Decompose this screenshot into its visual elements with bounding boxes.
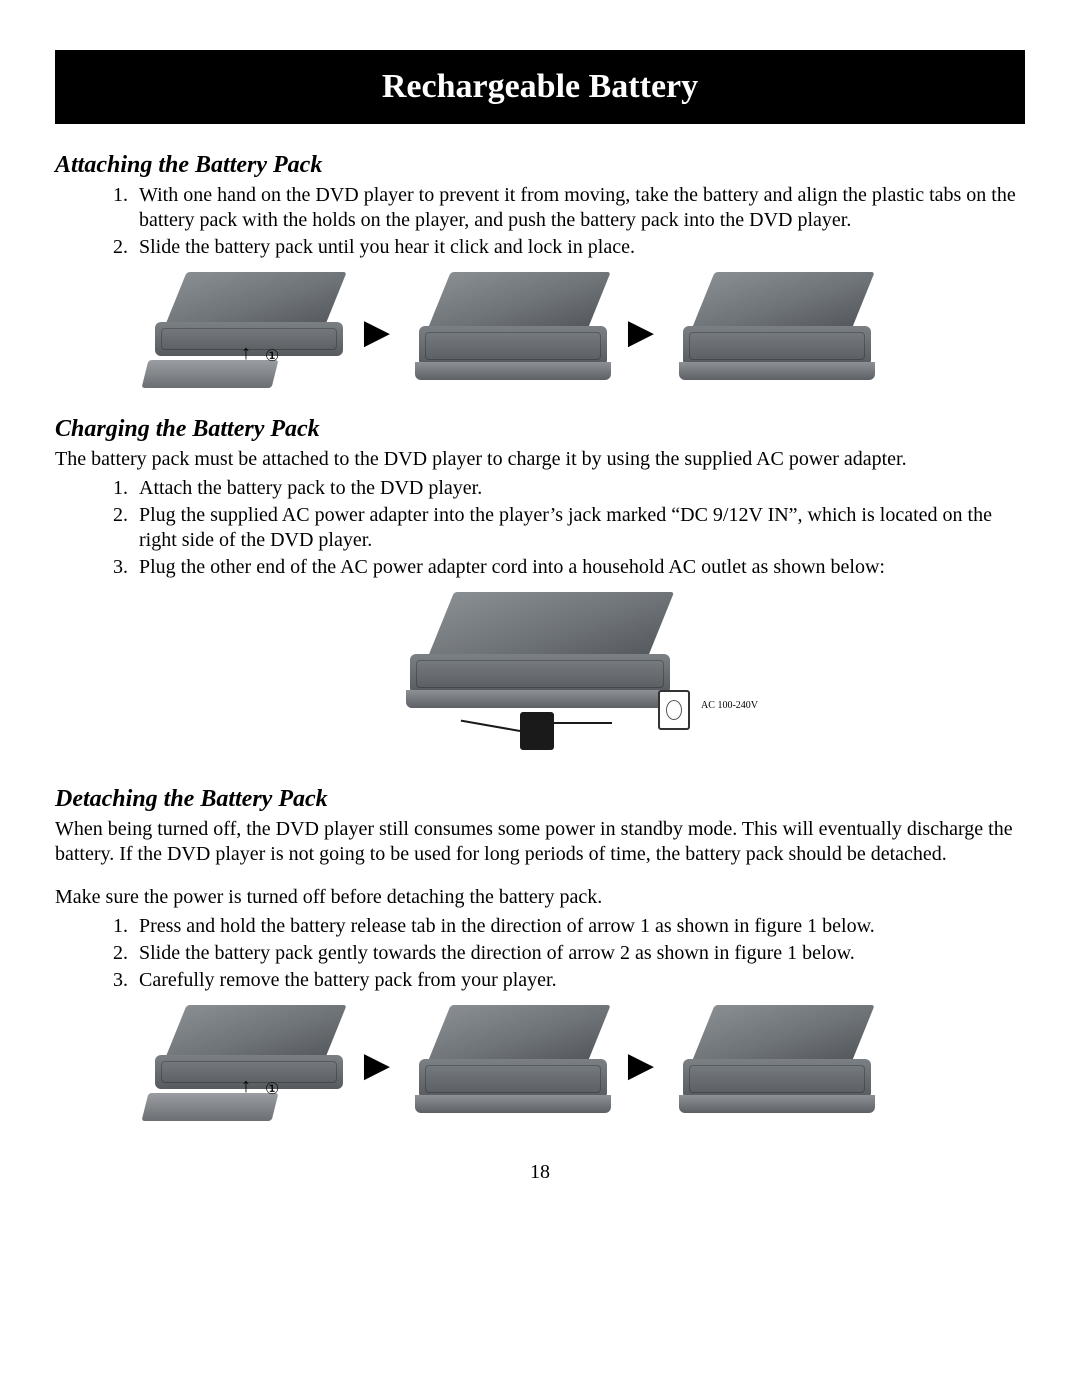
page-title-bar: Rechargeable Battery (55, 50, 1025, 124)
dvd-lid-icon (691, 1005, 874, 1063)
detach-panel-1: ↑ ① (145, 1005, 345, 1125)
up-arrow-icon: ↑ (241, 1075, 251, 1098)
manual-page: Rechargeable Battery Attaching the Batte… (0, 0, 1080, 1214)
charge-steps-list: Attach the battery pack to the DVD playe… (55, 476, 1025, 580)
detach-panel-2 (409, 1005, 609, 1125)
sequence-arrow-icon: ▶ (627, 1045, 655, 1085)
sequence-arrow-icon: ▶ (627, 312, 655, 352)
section-heading-charge: Charging the Battery Pack (55, 416, 1025, 443)
battery-attached-icon (406, 690, 674, 708)
detach-step-2: Slide the battery pack gently towards th… (133, 941, 1025, 966)
ac-adapter-icon (520, 712, 554, 750)
charge-step-1: Attach the battery pack to the DVD playe… (133, 476, 1025, 501)
detach-para-2: Make sure the power is turned off before… (55, 885, 1025, 910)
dvd-lid-icon (691, 272, 874, 330)
dvd-base-icon (410, 654, 670, 694)
attach-figure-row: ↑ ① ▶ ▶ (145, 272, 1025, 392)
dvd-base-icon (419, 326, 607, 366)
detach-figure-row: ↑ ① ▶ ▶ (145, 1005, 1025, 1125)
detach-step-3: Carefully remove the battery pack from y… (133, 968, 1025, 993)
detach-step-1: Press and hold the battery release tab i… (133, 914, 1025, 939)
section-heading-attach: Attaching the Battery Pack (55, 152, 1025, 179)
attach-panel-1: ↑ ① (145, 272, 345, 392)
page-title: Rechargeable Battery (382, 68, 698, 105)
battery-pack-icon (142, 360, 279, 388)
battery-attached-icon (679, 362, 875, 380)
battery-attached-icon (679, 1095, 875, 1113)
detach-para-1: When being turned off, the DVD player st… (55, 817, 1025, 867)
detach-steps-list: Press and hold the battery release tab i… (55, 914, 1025, 993)
attach-step-1: With one hand on the DVD player to preve… (133, 183, 1025, 233)
outlet-voltage-label: AC 100-240V (701, 700, 758, 711)
annotation-circle-1: ① (265, 1079, 279, 1099)
sequence-arrow-icon: ▶ (363, 1045, 391, 1085)
annotation-circle-1: ① (265, 346, 279, 366)
up-arrow-icon: ↑ (241, 342, 251, 365)
sequence-arrow-icon: ▶ (363, 312, 391, 352)
battery-attached-icon (415, 362, 611, 380)
attach-panel-2 (409, 272, 609, 392)
spacer (55, 871, 1025, 885)
charge-intro: The battery pack must be attached to the… (55, 447, 1025, 472)
dvd-base-icon (683, 1059, 871, 1099)
attach-step-2: Slide the battery pack until you hear it… (133, 235, 1025, 260)
charge-figure-row: AC 100-240V (55, 592, 1025, 762)
attach-panel-3 (673, 272, 873, 392)
dvd-base-icon (419, 1059, 607, 1099)
page-number: 18 (55, 1161, 1025, 1184)
attach-steps-list: With one hand on the DVD player to preve… (55, 183, 1025, 260)
dvd-lid-icon (427, 272, 610, 330)
charge-step-2: Plug the supplied AC power adapter into … (133, 503, 1025, 553)
dvd-lid-icon (427, 1005, 610, 1063)
section-heading-detach: Detaching the Battery Pack (55, 786, 1025, 813)
charge-step-3: Plug the other end of the AC power adapt… (133, 555, 1025, 580)
detach-panel-3 (673, 1005, 873, 1125)
charge-panel: AC 100-240V (380, 592, 700, 762)
battery-pack-icon (142, 1093, 279, 1121)
wall-outlet-icon (658, 690, 690, 730)
dvd-base-icon (683, 326, 871, 366)
dvd-lid-icon (426, 592, 674, 662)
battery-attached-icon (415, 1095, 611, 1113)
